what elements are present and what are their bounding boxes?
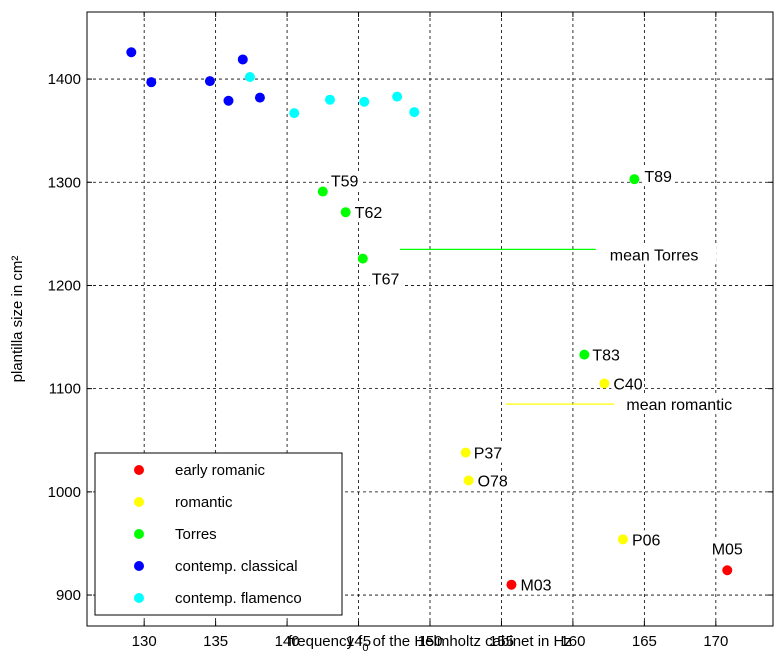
legend-marker — [134, 465, 144, 475]
data-point — [204, 76, 215, 87]
ticks: 130 135 140 145 150 155 160 165 170 900 1000 1100 12… — [48, 12, 773, 650]
point-label: mean romantic — [626, 397, 732, 414]
label-backdrop — [369, 269, 403, 289]
legend-marker — [134, 497, 144, 507]
data-point — [722, 565, 733, 576]
legend-label: early romanic — [175, 462, 266, 479]
legend-label: romantic — [175, 494, 233, 511]
label-backdrop — [518, 575, 551, 595]
label-backdrop — [607, 245, 717, 265]
label-backdrop — [590, 345, 623, 365]
y-axis-label: plantilla size in cm² — [9, 256, 26, 383]
grid — [87, 12, 773, 626]
x-tick-label: 130 — [132, 633, 157, 650]
x-tick-label: 140 — [275, 633, 300, 650]
data-points — [126, 47, 733, 590]
data-point — [254, 92, 265, 103]
x-tick-label: 165 — [632, 633, 657, 650]
legend-marker — [134, 529, 144, 539]
x-tick-label: 160 — [560, 633, 585, 650]
point-label: T59 — [331, 174, 359, 191]
legend-label: Torres — [175, 526, 217, 543]
point-label: T62 — [355, 205, 383, 222]
legend: early romanic romantic Torres contemp. clas… — [94, 452, 343, 616]
legend-label: contemp. flamenco — [175, 590, 302, 607]
label-backdrop — [711, 539, 744, 559]
data-point — [289, 108, 300, 119]
legend-marker — [134, 561, 144, 571]
y-tick-label: 1400 — [48, 71, 81, 88]
data-point — [617, 534, 628, 545]
point-label: O78 — [478, 473, 508, 490]
data-point — [506, 579, 517, 590]
data-point — [579, 349, 590, 360]
data-point — [244, 72, 255, 83]
point-label: C40 — [613, 376, 642, 393]
x-tick-label: 150 — [417, 633, 442, 650]
legend-marker — [134, 593, 144, 603]
label-backdrop — [629, 530, 663, 550]
x-tick-label: 155 — [489, 633, 514, 650]
point-label: T89 — [644, 169, 672, 186]
data-point — [463, 475, 474, 486]
point-label: P06 — [632, 532, 661, 549]
label-backdrop — [352, 203, 386, 223]
data-point — [223, 95, 234, 106]
label-backdrop — [611, 374, 644, 394]
x-tick-label: 135 — [203, 633, 228, 650]
point-label: mean Torres — [610, 247, 699, 264]
x-axis-label: frequency f0 of the Helmholtz cabinet in… — [288, 633, 572, 651]
data-point — [317, 186, 328, 197]
data-point — [237, 54, 248, 65]
point-labels: mean Torres mean romantic M03 M05 P37 O78 C40 P… — [328, 167, 752, 595]
x-tick-label: 170 — [703, 633, 728, 650]
point-label: M05 — [712, 541, 743, 558]
point-label: T83 — [592, 348, 620, 365]
x-tick-label: 145 — [346, 633, 371, 650]
data-point — [359, 96, 370, 107]
data-point — [340, 207, 351, 218]
label-backdrop — [471, 443, 505, 463]
data-point — [629, 174, 640, 185]
data-point — [460, 447, 471, 458]
label-backdrop — [475, 471, 509, 491]
legend-label: contemp. classical — [175, 558, 298, 575]
y-tick-label: 900 — [56, 587, 81, 604]
data-point — [409, 107, 420, 118]
data-point — [146, 77, 157, 88]
label-backdrop — [642, 167, 675, 187]
point-label: M03 — [520, 578, 551, 595]
mean-lines — [399, 248, 615, 405]
y-tick-label: 1000 — [48, 484, 81, 501]
y-tick-label: 1200 — [48, 277, 81, 294]
data-point — [126, 47, 137, 58]
y-tick-label: 1300 — [48, 174, 81, 191]
point-label: T67 — [372, 272, 400, 289]
point-label: P37 — [474, 446, 503, 463]
data-point — [392, 91, 403, 102]
data-point — [357, 253, 368, 264]
y-tick-label: 1100 — [49, 381, 81, 398]
data-point — [324, 94, 335, 105]
label-backdrop — [624, 395, 752, 415]
data-point — [599, 378, 610, 389]
label-backdrop — [328, 171, 362, 191]
